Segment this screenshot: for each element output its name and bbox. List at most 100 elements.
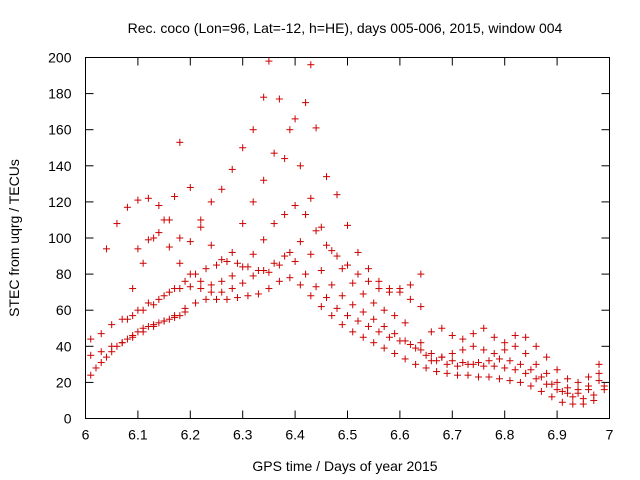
y-tick-label: 100 — [48, 230, 72, 246]
data-point-track-f — [165, 243, 173, 251]
data-point-track-e — [281, 155, 289, 163]
data-point-track-e — [171, 192, 179, 200]
data-point-track-b — [359, 333, 367, 341]
data-point-track-g — [134, 306, 142, 314]
data-point-track-i — [427, 357, 435, 365]
data-point-track-b — [495, 375, 503, 383]
data-point-track-i — [522, 350, 530, 358]
x-axis: 6 6.1 6.2 6.3 6.4 6.5 6.6 6.7 6.8 6.9 7 — [82, 57, 614, 443]
data-point-track-b — [443, 369, 451, 377]
data-point-track-c — [165, 315, 173, 323]
data-point-track-f — [260, 236, 268, 244]
data-point-track-a — [569, 393, 577, 401]
data-point-track-f — [323, 241, 331, 249]
data-point-track-a — [129, 312, 137, 320]
data-point-track-i — [574, 386, 582, 394]
data-point-track-a — [150, 301, 158, 309]
data-point-track-i — [532, 360, 540, 368]
data-point-track-g — [260, 266, 268, 274]
data-point-track-h — [595, 360, 603, 368]
data-point-track-e — [218, 256, 226, 264]
data-point-track-e — [139, 259, 147, 267]
data-point-track-a — [380, 322, 388, 330]
data-point-track-h — [553, 366, 561, 374]
data-point-track-e — [344, 221, 351, 229]
data-point-track-g — [281, 252, 289, 260]
data-point-track-b — [233, 294, 241, 302]
data-point-track-d — [307, 194, 315, 202]
data-point-track-f — [333, 252, 341, 260]
data-point-track-c — [123, 335, 131, 343]
data-point-track-h — [448, 331, 456, 339]
data-point-track-c — [97, 359, 105, 367]
data-point-track-a — [97, 330, 105, 338]
data-point-track-a — [454, 362, 462, 370]
data-point-track-e — [129, 285, 137, 293]
data-point-track-f — [406, 281, 414, 289]
data-point-track-f — [375, 285, 383, 293]
data-point-track-b — [412, 360, 420, 368]
data-point-track-d — [401, 319, 409, 327]
data-point-track-d — [228, 165, 236, 173]
data-point-track-i — [459, 346, 467, 354]
data-point-track-a — [286, 248, 294, 256]
data-point-track-i — [501, 346, 509, 354]
data-point-track-b — [485, 373, 493, 381]
data-point-track-f — [354, 270, 362, 278]
data-point-track-e — [239, 220, 247, 228]
data-point-track-b — [569, 400, 577, 408]
data-point-track-e — [260, 176, 268, 184]
data-point-track-a — [485, 357, 493, 365]
data-point-track-i — [553, 378, 561, 386]
data-point-track-a — [213, 261, 220, 269]
data-point-track-f — [218, 277, 226, 285]
data-point-track-g — [396, 337, 404, 345]
data-point-track-b — [97, 348, 105, 356]
data-point-track-f — [186, 270, 194, 278]
data-point-track-a — [422, 351, 430, 359]
x-tick-label: 6.4 — [285, 427, 305, 443]
data-point-track-i — [585, 382, 593, 390]
data-point-track-f — [176, 259, 184, 267]
data-point-track-g — [344, 312, 351, 320]
data-point-track-f — [197, 277, 205, 285]
data-point-track-g — [207, 288, 215, 296]
data-point-track-d — [338, 265, 346, 273]
data-point-track-b — [192, 299, 200, 307]
plot-area-border — [85, 57, 610, 419]
data-point-track-d — [370, 299, 378, 307]
data-point-track-a — [108, 321, 116, 329]
data-point-track-e — [249, 198, 257, 206]
data-point-track-d — [317, 223, 325, 231]
data-point-track-a — [359, 308, 367, 316]
data-point-track-c — [92, 364, 100, 372]
data-point-track-g — [448, 357, 456, 365]
data-point-track-d — [296, 162, 304, 170]
data-point-track-b — [254, 290, 262, 298]
data-point-track-h — [490, 333, 498, 341]
data-point-track-b — [87, 351, 95, 359]
data-point-track-e — [186, 183, 194, 191]
data-point-track-h — [480, 324, 488, 332]
data-point-track-b — [600, 386, 608, 394]
data-point-track-g — [553, 386, 561, 394]
data-point-track-f — [396, 285, 404, 293]
data-point-track-g — [417, 346, 425, 354]
data-point-track-e — [291, 115, 299, 123]
data-point-track-d — [186, 238, 194, 246]
y-axis: 0 20 40 60 80 100 120 140 160 180 200 — [48, 50, 610, 427]
data-point-track-f — [155, 229, 163, 237]
data-point-track-d — [144, 194, 152, 202]
data-point-track-g — [532, 375, 540, 383]
data-point-track-g — [427, 350, 435, 358]
data-point-track-g — [364, 322, 372, 330]
data-point-track-f — [291, 202, 299, 210]
data-point-track-c — [160, 317, 168, 325]
data-point-track-g — [144, 299, 152, 307]
data-point-track-e — [323, 173, 331, 181]
data-point-track-b — [275, 277, 283, 285]
data-point-track-h — [501, 339, 509, 347]
data-point-track-c — [176, 312, 184, 320]
data-point-track-g — [375, 328, 383, 336]
